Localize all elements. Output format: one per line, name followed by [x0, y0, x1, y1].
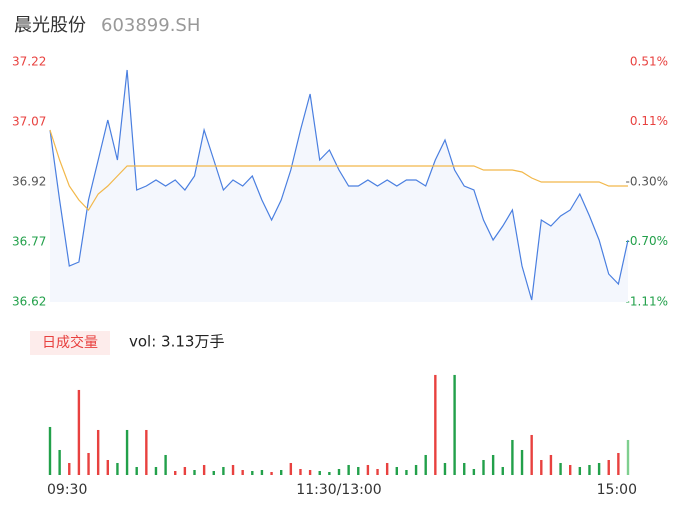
y2-tick-label: -0.70%: [626, 234, 668, 248]
volume-bar: [414, 464, 418, 475]
volume-bar: [96, 429, 100, 475]
price-line: [49, 69, 629, 301]
volume-bar: [549, 454, 553, 475]
volume-bar: [145, 429, 148, 475]
volume-bar: [424, 454, 427, 475]
volume-bar: [299, 468, 302, 475]
volume-bar: [58, 449, 61, 475]
volume-bar: [578, 466, 582, 475]
volume-bar: [385, 462, 389, 475]
volume-bar: [183, 466, 187, 475]
volume-bar: [135, 466, 138, 475]
volume-bar: [68, 462, 71, 475]
volume-bar: [116, 462, 119, 475]
volume-summary: vol: 3.13万手: [129, 333, 224, 351]
volume-bar: [260, 469, 264, 475]
y-tick-label: 36.92: [12, 175, 46, 189]
volume-bar: [212, 470, 215, 475]
volume-bar: [607, 459, 610, 475]
volume-bar: [357, 466, 360, 475]
volume-bar: [231, 464, 235, 475]
volume-bar: [328, 471, 331, 475]
volume-bar: [174, 470, 177, 475]
volume-bar: [491, 454, 495, 475]
volume-bar: [87, 452, 90, 475]
y2-tick-label: 0.51%: [630, 55, 668, 69]
volume-bar: [48, 426, 52, 475]
volume-bar: [376, 468, 379, 475]
y2-tick-label: -0.30%: [626, 175, 668, 189]
stock-code: 603899.SH: [101, 15, 200, 36]
volume-bar: [193, 469, 196, 475]
volume-bar: [395, 466, 398, 475]
volume-bar: [597, 462, 601, 475]
volume-bar: [77, 389, 81, 475]
y-tick-label: 37.07: [12, 115, 46, 129]
average-line: [49, 129, 628, 211]
volume-bar: [280, 469, 283, 475]
volume-bar: [472, 468, 476, 475]
volume-bar: [501, 466, 504, 475]
stock-name: 晨光股份: [14, 15, 86, 36]
x-tick-label: 15:00: [597, 482, 637, 498]
volume-bar: [626, 439, 630, 475]
volume-bar: [270, 471, 273, 475]
volume-bar: [511, 439, 514, 475]
y-tick-label: 36.77: [12, 235, 46, 249]
volume-bar: [125, 429, 129, 475]
x-tick-label: 09:30: [47, 482, 87, 498]
volume-bar: [530, 434, 533, 475]
volume-bar: [318, 470, 321, 475]
volume-bar: [405, 469, 408, 475]
volume-bar: [222, 466, 225, 475]
volume-bar: [559, 462, 562, 475]
volume-bar: [520, 449, 524, 475]
volume-bar: [443, 462, 447, 475]
volume-bar: [154, 466, 158, 475]
volume-bar: [366, 464, 370, 475]
volume-bar: [617, 452, 620, 475]
volume-bar: [347, 464, 350, 475]
volume-bar: [453, 374, 456, 475]
volume-bar: [202, 464, 206, 475]
volume-bar: [434, 374, 437, 475]
volume-bar: [251, 470, 254, 475]
price-area: [50, 70, 628, 302]
x-tick-label: 11:30/13:00: [296, 482, 381, 498]
volume-bar: [106, 459, 109, 475]
volume-bar: [164, 454, 167, 475]
y-tick-label: 37.22: [12, 55, 46, 69]
volume-bar: [308, 469, 312, 475]
volume-bar: [482, 459, 485, 475]
volume-bar: [569, 464, 572, 475]
volume-bar: [289, 462, 293, 475]
y2-tick-label: 0.11%: [630, 114, 668, 128]
volume-bar: [337, 468, 341, 475]
volume-bar: [540, 459, 543, 475]
volume-label: 日成交量: [42, 334, 98, 351]
volume-bar: [588, 464, 591, 475]
y-tick-label: 36.62: [12, 295, 46, 309]
y2-tick-label: -1.11%: [626, 295, 668, 309]
volume-badge: [30, 331, 110, 355]
volume-bar: [241, 469, 244, 475]
volume-bar: [463, 462, 466, 475]
